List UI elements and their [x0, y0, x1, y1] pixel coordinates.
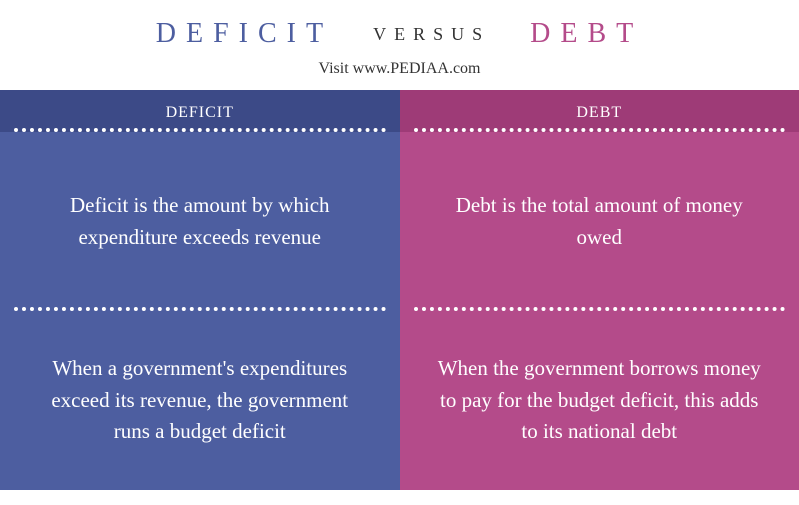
- subtitle: Visit www.PEDIAA.com: [0, 60, 799, 78]
- header: DEFICIT VERSUS DEBT Visit www.PEDIAA.com: [0, 0, 799, 90]
- title-row: DEFICIT VERSUS DEBT: [0, 18, 799, 50]
- left-column: DEFICIT Deficit is the amount by which e…: [0, 90, 400, 490]
- comparison-table: DEFICIT Deficit is the amount by which e…: [0, 90, 799, 490]
- left-cell-explanation: When a government's expenditures exceed …: [0, 311, 400, 490]
- right-column-header: DEBT: [400, 90, 799, 132]
- title-left-word: DEFICIT: [156, 18, 333, 50]
- left-cell-definition: Deficit is the amount by which expenditu…: [0, 132, 400, 311]
- title-right-word: DEBT: [530, 18, 643, 50]
- title-center-word: VERSUS: [373, 24, 490, 45]
- right-column: DEBT Debt is the total amount of money o…: [400, 90, 799, 490]
- right-cell-explanation: When the government borrows money to pay…: [400, 311, 799, 490]
- left-column-header: DEFICIT: [0, 90, 400, 132]
- right-cell-definition: Debt is the total amount of money owed: [400, 132, 799, 311]
